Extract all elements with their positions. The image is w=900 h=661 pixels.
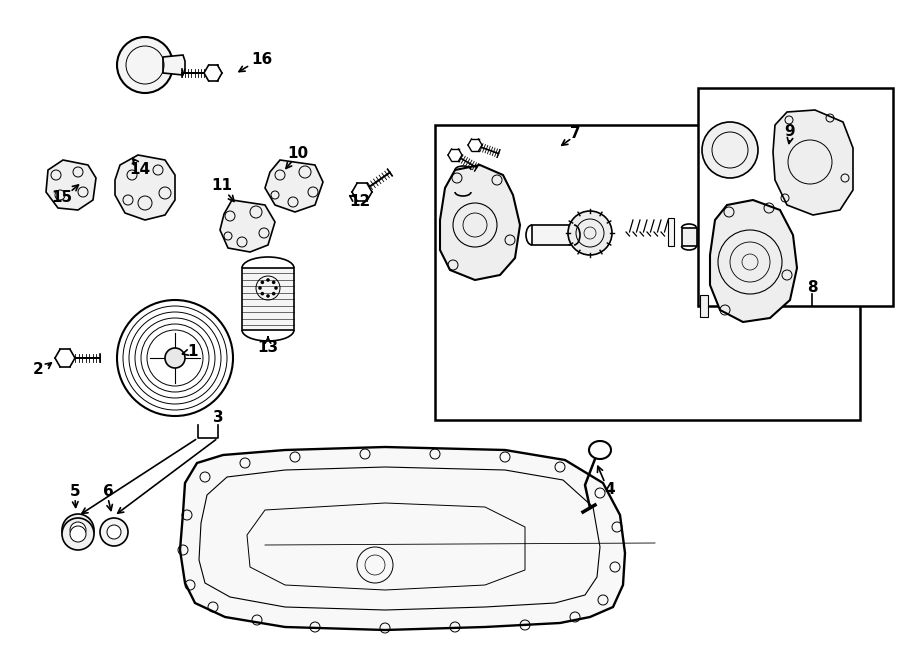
Bar	[242, 268, 294, 330]
Bar	[668, 218, 674, 246]
Circle shape	[258, 286, 262, 290]
Circle shape	[568, 211, 612, 255]
Text: 5: 5	[69, 485, 80, 500]
Bar	[700, 295, 708, 317]
Circle shape	[260, 292, 264, 295]
Bar	[455, 170, 471, 192]
Polygon shape	[440, 165, 520, 280]
Text: 2: 2	[32, 362, 43, 377]
Bar	[682, 228, 697, 246]
Polygon shape	[115, 155, 175, 220]
Circle shape	[274, 286, 278, 290]
Polygon shape	[163, 55, 185, 75]
Circle shape	[70, 522, 86, 538]
Text: 1: 1	[188, 344, 198, 360]
Polygon shape	[710, 200, 797, 322]
Text: 13: 13	[257, 340, 279, 356]
Bar	[532, 225, 574, 245]
Bar	[480, 178, 494, 196]
Circle shape	[62, 518, 94, 550]
Polygon shape	[265, 160, 323, 212]
Circle shape	[272, 280, 275, 284]
Text: 6: 6	[103, 485, 113, 500]
Bar	[698, 88, 893, 306]
Text: 14: 14	[130, 163, 150, 178]
Text: 8: 8	[806, 280, 817, 295]
Text: 9: 9	[785, 124, 796, 139]
Polygon shape	[773, 110, 853, 215]
Circle shape	[117, 37, 173, 93]
Polygon shape	[46, 160, 96, 210]
Text: 7: 7	[570, 126, 580, 141]
Text: 16: 16	[251, 52, 273, 67]
Circle shape	[165, 348, 185, 368]
Circle shape	[260, 280, 264, 284]
Text: 10: 10	[287, 145, 309, 161]
Circle shape	[272, 292, 275, 295]
Bar	[435, 125, 860, 420]
Polygon shape	[220, 200, 275, 252]
Text: 12: 12	[349, 194, 371, 210]
Circle shape	[702, 122, 758, 178]
Circle shape	[266, 278, 270, 282]
Polygon shape	[180, 447, 625, 630]
Text: 3: 3	[212, 410, 223, 426]
Circle shape	[266, 294, 270, 298]
Circle shape	[107, 525, 121, 539]
Circle shape	[100, 518, 128, 546]
Circle shape	[70, 526, 86, 542]
Text: 15: 15	[51, 190, 73, 204]
Text: 4: 4	[605, 483, 616, 498]
Text: 11: 11	[212, 178, 232, 194]
Circle shape	[62, 514, 94, 546]
